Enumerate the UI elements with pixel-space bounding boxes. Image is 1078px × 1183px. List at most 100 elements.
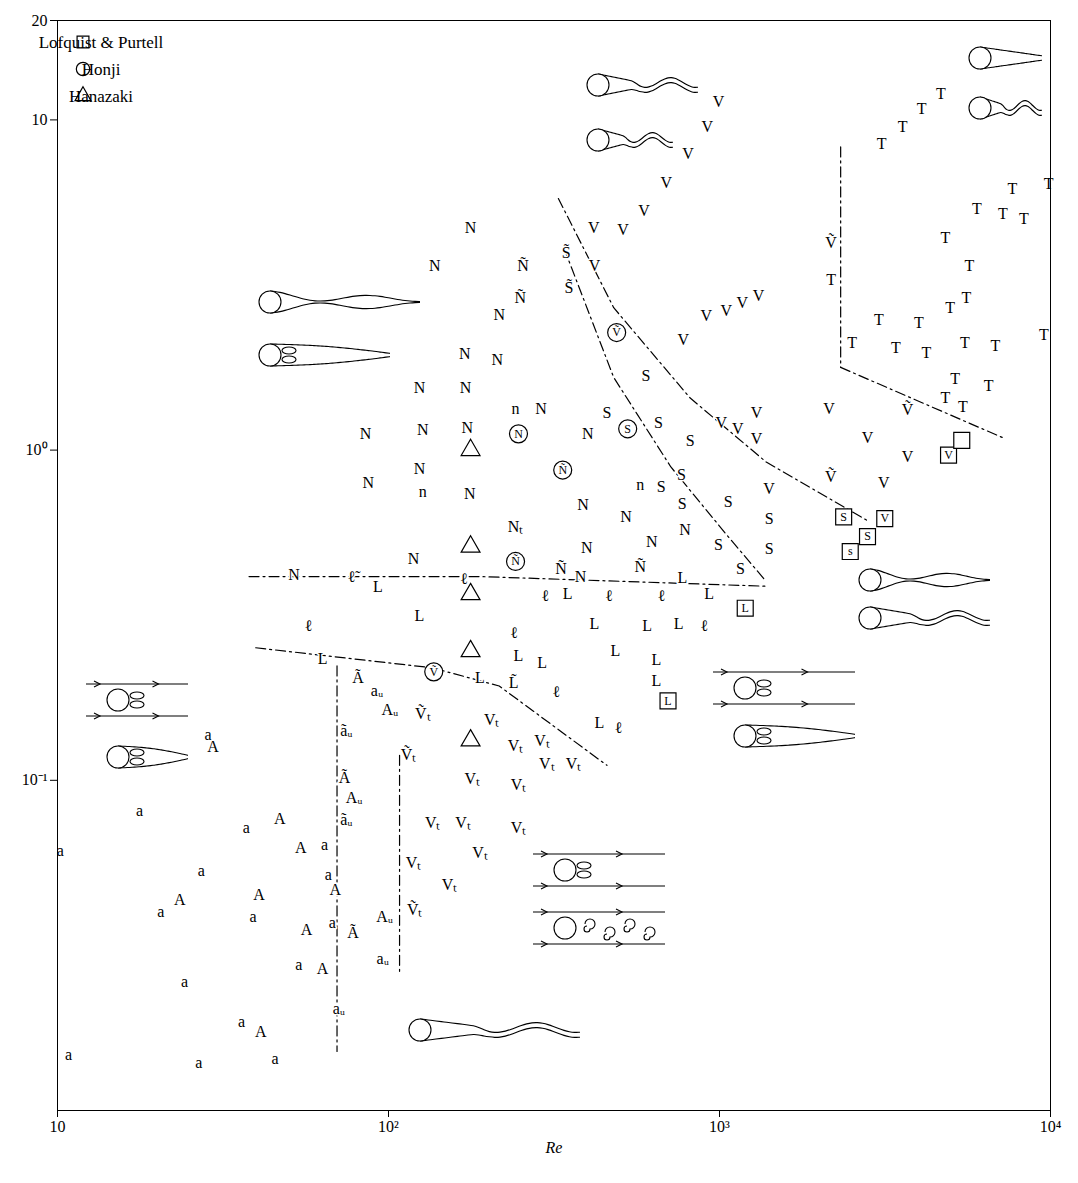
svg-text:ℓ: ℓ [605,587,613,604]
svg-text:ℓ: ℓ [460,570,468,587]
svg-text:a: a [238,1013,245,1030]
svg-text:Hanazaki: Hanazaki [69,87,133,106]
svg-text:S: S [686,432,695,449]
svg-text:T: T [941,229,951,246]
svg-text:Aᵤ: Aᵤ [382,701,399,718]
svg-text:L: L [674,615,684,632]
svg-text:Aᵤ: Aᵤ [346,789,363,806]
svg-text:Ṽₜ: Ṽₜ [401,745,417,763]
svg-text:V: V [880,511,889,525]
svg-text:Ã: Ã [352,669,364,686]
svg-text:Vₜ: Vₜ [534,732,550,749]
svg-text:S: S [765,540,774,557]
svg-text:T: T [1044,175,1054,192]
svg-text:L: L [537,654,547,671]
svg-text:T: T [984,377,994,394]
svg-text:T: T [1007,180,1017,197]
svg-text:S: S [724,493,733,510]
svg-text:ℓ: ℓ [615,719,623,736]
svg-text:Nₜ: Nₜ [508,518,524,535]
svg-text:Lofquist & Purtell: Lofquist & Purtell [39,33,164,52]
svg-text:N: N [408,550,420,567]
svg-text:a: a [271,1050,278,1067]
svg-text:a: a [198,862,205,879]
svg-text:V: V [700,307,712,324]
svg-text:V: V [862,429,874,446]
svg-text:Vₜ: Vₜ [484,711,500,728]
svg-text:Vₜ: Vₜ [511,819,527,836]
svg-text:ℓ: ℓ [541,587,549,604]
svg-text:a: a [295,956,302,973]
svg-text:V: V [713,93,725,110]
svg-text:Ñ: Ñ [511,554,520,568]
svg-text:V: V [660,174,672,191]
svg-text:N: N [288,566,300,583]
svg-text:V: V [732,420,744,437]
svg-text:10: 10 [32,111,48,128]
svg-text:ℓ: ℓ [700,617,708,634]
svg-text:L: L [318,650,328,667]
svg-text:S: S [602,404,611,421]
svg-text:L: L [611,642,621,659]
svg-text:Ṽ: Ṽ [612,325,621,339]
svg-text:T: T [960,334,970,351]
svg-text:Ñ: Ñ [514,289,526,306]
svg-text:N: N [620,508,632,525]
svg-text:L: L [595,714,605,731]
svg-text:Vₜ: Vₜ [472,844,488,861]
svg-text:Ã: Ã [347,924,359,941]
svg-text:aᵤ: aᵤ [377,950,389,967]
svg-text:L: L [475,669,485,686]
svg-text:ℓ: ℓ [552,683,560,700]
svg-text:L: L [664,694,671,708]
svg-text:T: T [972,200,982,217]
svg-text:S: S [864,529,871,543]
svg-text:N: N [414,379,426,396]
svg-text:V: V [763,480,775,497]
svg-text:Ñ: Ñ [517,257,529,274]
svg-text:L̃: L̃ [509,674,519,691]
svg-text:V: V [751,430,763,447]
svg-text:L: L [704,585,714,602]
svg-text:10⁴: 10⁴ [1040,1118,1062,1135]
svg-text:Re: Re [545,1139,563,1156]
svg-text:T: T [950,370,960,387]
svg-text:V: V [682,145,694,162]
svg-text:S: S [642,367,651,384]
svg-text:Aᵤ: Aᵤ [376,908,393,925]
svg-text:Ñ: Ñ [558,463,567,477]
svg-text:S: S [714,536,723,553]
svg-text:10⁻¹: 10⁻¹ [22,771,48,788]
svg-text:N: N [460,379,472,396]
svg-text:ãᵤ: ãᵤ [340,811,352,828]
svg-text:n: n [419,483,427,500]
svg-text:A: A [329,881,341,898]
svg-text:a: a [243,819,250,836]
svg-text:N: N [514,427,523,441]
svg-text:V: V [823,400,835,417]
svg-text:A: A [253,886,265,903]
svg-text:L: L [652,672,662,689]
svg-text:L: L [677,569,687,586]
svg-text:a: a [136,802,143,819]
svg-text:Vₜ: Vₜ [425,814,441,831]
svg-text:Ṽ: Ṽ [902,400,914,418]
svg-text:ℓ: ℓ [305,617,313,634]
svg-text:V: V [720,302,732,319]
svg-text:Ṽ: Ṽ [825,233,837,251]
svg-text:N: N [535,400,547,417]
svg-text:Ñ: Ñ [634,558,646,575]
svg-text:Vₜ: Vₜ [539,755,555,772]
svg-text:n: n [512,400,520,417]
svg-text:T: T [998,205,1008,222]
svg-text:V: V [753,287,765,304]
svg-text:L: L [415,607,425,624]
svg-text:L: L [514,647,524,664]
svg-text:T: T [1019,210,1029,227]
svg-text:T: T [965,257,975,274]
svg-text:V: V [737,294,749,311]
svg-text:V: V [589,257,601,274]
svg-text:Vₜ: Vₜ [455,814,471,831]
svg-text:T: T [891,339,901,356]
svg-text:L: L [373,578,383,595]
